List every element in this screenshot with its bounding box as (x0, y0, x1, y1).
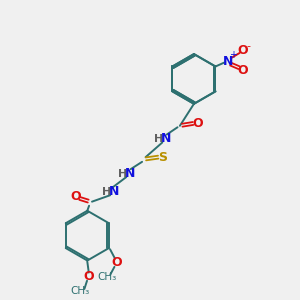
Text: H: H (118, 169, 127, 178)
Text: O: O (70, 190, 81, 202)
Text: -: - (247, 41, 251, 51)
Text: H: H (154, 134, 163, 144)
Text: N: N (109, 185, 119, 198)
Text: O: O (83, 270, 94, 283)
Text: H: H (102, 187, 111, 197)
Text: N: N (160, 133, 171, 146)
Text: S: S (158, 151, 167, 164)
Text: N: N (124, 167, 135, 180)
Text: O: O (193, 117, 203, 130)
Text: O: O (111, 256, 122, 269)
Text: O: O (237, 64, 248, 77)
Text: CH₃: CH₃ (70, 286, 90, 296)
Text: CH₃: CH₃ (97, 272, 116, 282)
Text: O: O (238, 44, 248, 57)
Text: N: N (223, 55, 233, 68)
Text: +: + (229, 50, 237, 60)
